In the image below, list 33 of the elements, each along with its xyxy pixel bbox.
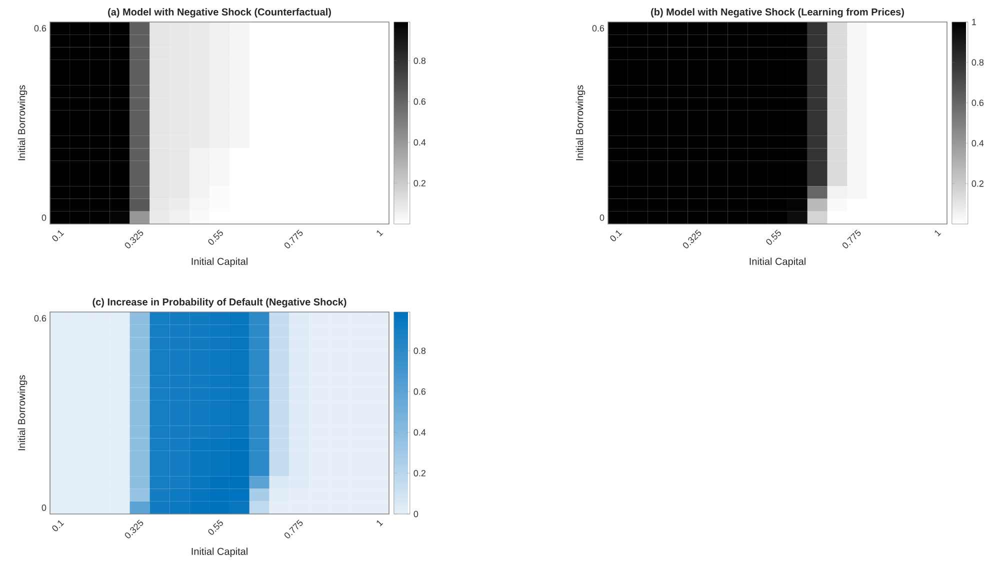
y-tick-label: 0: [42, 504, 46, 511]
color-bar-label: 0: [414, 510, 418, 518]
x-tick-label: 0.1: [610, 230, 622, 242]
color-bar-label: 0.6: [414, 98, 426, 105]
color-bar-label: 0.4: [414, 139, 426, 146]
y-axis-title: Initial Borrowings: [18, 85, 28, 160]
x-tick-label: 1: [934, 230, 942, 236]
chart-title: (a) Model with Negative Shock (Counterfactual): [108, 8, 331, 18]
y-axis-title: Initial Borrowings: [576, 85, 586, 160]
color-bar-label: 0.4: [972, 140, 984, 146]
color-bar-label: 0.8: [972, 59, 984, 66]
color-bar-label: 0.2: [414, 180, 426, 186]
y-axis-title: Initial Borrowings: [18, 375, 28, 450]
x-axis-title: Initial Capital: [192, 258, 248, 267]
color-bar-label: 0.2: [414, 470, 426, 476]
color-bar-label: 0.2: [972, 180, 984, 187]
x-tick-label: 1: [376, 520, 384, 526]
color-bar-label: 1: [972, 18, 976, 26]
x-axis-title: Initial Capital: [750, 258, 806, 267]
color-bar-label: 0.8: [414, 58, 426, 64]
color-bar-label: 0.6: [414, 388, 426, 395]
chart-title: (c) Increase in Probability of Default (Negative Shock): [92, 298, 346, 308]
x-tick-label: 0.1: [52, 230, 64, 242]
y-tick-label: 0.6: [34, 315, 46, 322]
color-bar-label: 0.8: [414, 348, 426, 354]
y-tick-label: 0: [42, 214, 46, 221]
color-bar-label: 0.4: [414, 429, 426, 436]
x-tick-label: 0.1: [52, 520, 64, 532]
chart-title: (b) Model with Negative Shock (Learning from Prices): [651, 8, 904, 18]
color-bar-label: 0.6: [972, 100, 984, 106]
x-axis-title: Initial Capital: [192, 548, 248, 557]
y-tick-label: 0.6: [34, 25, 46, 32]
x-tick-label: 1: [376, 230, 384, 236]
